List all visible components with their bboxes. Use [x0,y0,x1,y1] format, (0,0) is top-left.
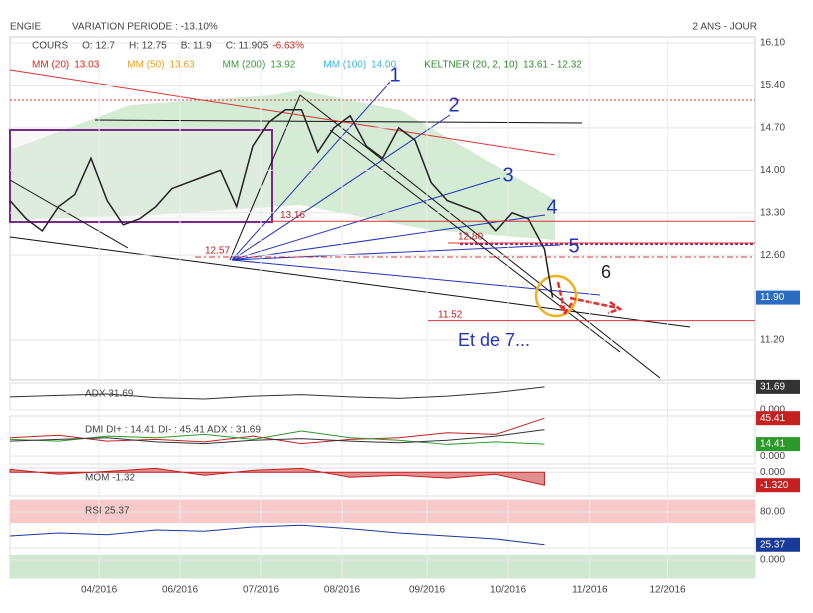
value-tag-label: -1.320 [760,480,789,491]
x-tick-label: 10/2016 [490,585,527,596]
adx-panel [9,382,756,411]
indicator-name: MM (50) [127,60,164,71]
x-tick-label: 06/2016 [162,585,199,596]
y-tick-label: 13.30 [760,207,785,218]
x-tick-label: 11/2016 [572,585,608,596]
y-tick-label: 80.00 [760,507,785,518]
trendlines [9,94,691,379]
x-tick-label: 12/2016 [649,585,686,596]
value-tag [756,537,800,552]
quote-item: B: 11.9 [181,41,212,52]
indicator-value: 13.92 [270,60,295,71]
quote-item: COURS [32,41,68,52]
annotation: 6 [601,262,611,282]
value-tag [756,478,800,493]
quote-item: O: 12.7 [82,41,115,52]
level-label: 11.52 [438,309,463,320]
dmi-panel [9,415,756,465]
indicator-value: 13.63 [170,60,195,71]
x-tick-label: 04/2016 [81,585,118,596]
series-line [9,430,545,445]
y-tick-label: 0.000 [760,555,785,566]
value-tag-label: 25.37 [760,539,785,550]
indicator-name: MM (200) [223,60,266,71]
indicator-value: 13.03 [74,60,99,71]
highlight-circle [534,274,578,318]
quote-item: H: 12.75 [129,41,167,52]
title: ENGIE [10,22,41,33]
series-line [9,429,545,445]
annotation: 2 [448,94,459,116]
panel-legend: RSI 25.37 [85,506,130,517]
indicator-name: MM (100) [323,60,366,71]
y-tick-label: 15.40 [760,80,785,91]
annotation: Et de 7... [458,330,530,350]
annotation: 1 [389,64,400,86]
level-label: 13.16 [280,210,305,221]
y-tick-label: 16.10 [760,38,785,49]
x-tick-label: 07/2016 [243,585,280,596]
value-tag-label: 31.69 [760,382,785,393]
series-line [9,108,554,298]
series-line [9,524,545,546]
series-line [9,386,545,400]
value-tag [756,437,800,452]
value-tag-label: 14.41 [760,439,785,450]
annotation: 5 [568,235,579,257]
series-area [9,467,545,486]
value-tag [756,379,800,394]
main-panel [9,36,756,381]
indicator-value: 14.00 [371,60,396,71]
value-tag-label: 45.41 [760,413,785,424]
y-tick-label: 14.70 [760,123,785,134]
value-tag [756,411,800,426]
x-tick-label: 08/2016 [324,585,361,596]
y-tick-label: 11.20 [760,335,785,346]
y-tick-label: 0.000 [760,451,785,462]
subtitle: VARIATION PERIODE : -13.10% [72,22,218,33]
x-tick-label: 09/2016 [409,585,446,596]
quote-item: C: 11.905 [226,41,269,52]
level-label: 12.57 [205,246,230,257]
oversold-zone [10,555,755,578]
indicator-name: KELTNER (20, 2, 10) [424,60,518,71]
indicator-name: MM (20) [32,60,69,71]
y-tick-label: 0.000 [760,405,785,416]
range-box [9,129,273,223]
y-tick-label: 14.00 [760,165,785,176]
period: 2 ANS - JOUR [693,22,757,33]
annotation: 3 [502,164,513,186]
indicator-value: 13.61 - 12.32 [523,60,582,71]
panel-legend: MOM -1.32 [85,473,135,484]
panel-legend: DMI DI+ : 14.41 DI- : 45.41 ADX : 31.69 [85,425,261,436]
annotation: 4 [546,196,557,218]
value-tag [756,290,800,305]
arrows [556,281,623,316]
y-tick-label: 12.60 [760,250,785,261]
y-tick-label: 0.000 [760,467,785,478]
level-label: 12.80 [458,232,483,243]
quote-change: -6.63% [272,41,304,52]
value-tag-label: 11.90 [760,292,785,303]
